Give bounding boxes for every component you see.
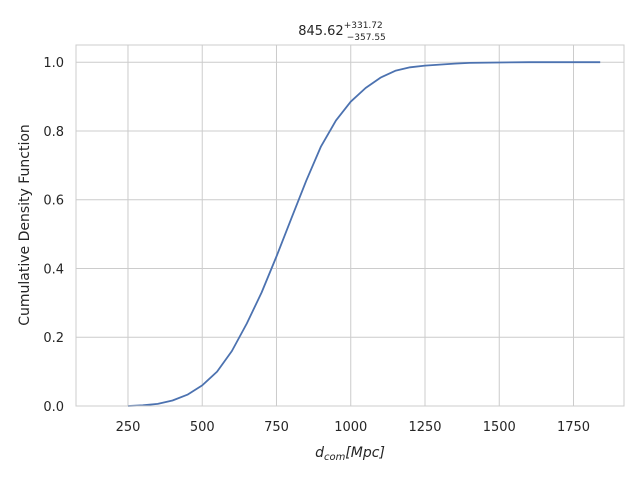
y-tick-label: 0.0	[43, 400, 64, 415]
grid-lines	[76, 45, 624, 407]
x-axis-label-sub: com	[324, 452, 346, 463]
y-tick-label: 0.4	[43, 262, 64, 277]
x-tick-label: 500	[190, 420, 215, 435]
y-axis-label: Cumulative Density Function	[17, 124, 33, 326]
title-median: 845.62	[298, 24, 344, 39]
series-group	[127, 61, 601, 407]
x-tick-label: 750	[264, 420, 289, 435]
title-upper: +331.72	[344, 21, 383, 31]
title-lower: −357.55	[347, 33, 386, 43]
tick-labels: 250 500 750 1000 1250 1500 1750 0.0 0.2 0.4 0.6 0.8…	[43, 56, 590, 435]
y-tick-label: 0.8	[43, 125, 64, 140]
x-axis-label-main: d	[315, 445, 324, 461]
x-axis-label-unit: [Mpc]	[345, 445, 385, 461]
x-tick-label: 1500	[483, 420, 516, 435]
x-tick-label: 1250	[408, 420, 441, 435]
x-tick-label: 1750	[557, 420, 590, 435]
x-axis-label: dcom[Mpc]	[315, 445, 385, 463]
y-tick-label: 0.6	[43, 194, 64, 209]
x-tick-label: 1000	[334, 420, 367, 435]
y-tick-label: 1.0	[43, 56, 64, 71]
chart-title: 845.62+331.72 −357.55	[298, 21, 386, 43]
cdf-line	[127, 61, 601, 407]
x-tick-label: 250	[116, 420, 141, 435]
y-tick-label: 0.2	[43, 331, 64, 346]
plot-frame	[75, 44, 625, 407]
